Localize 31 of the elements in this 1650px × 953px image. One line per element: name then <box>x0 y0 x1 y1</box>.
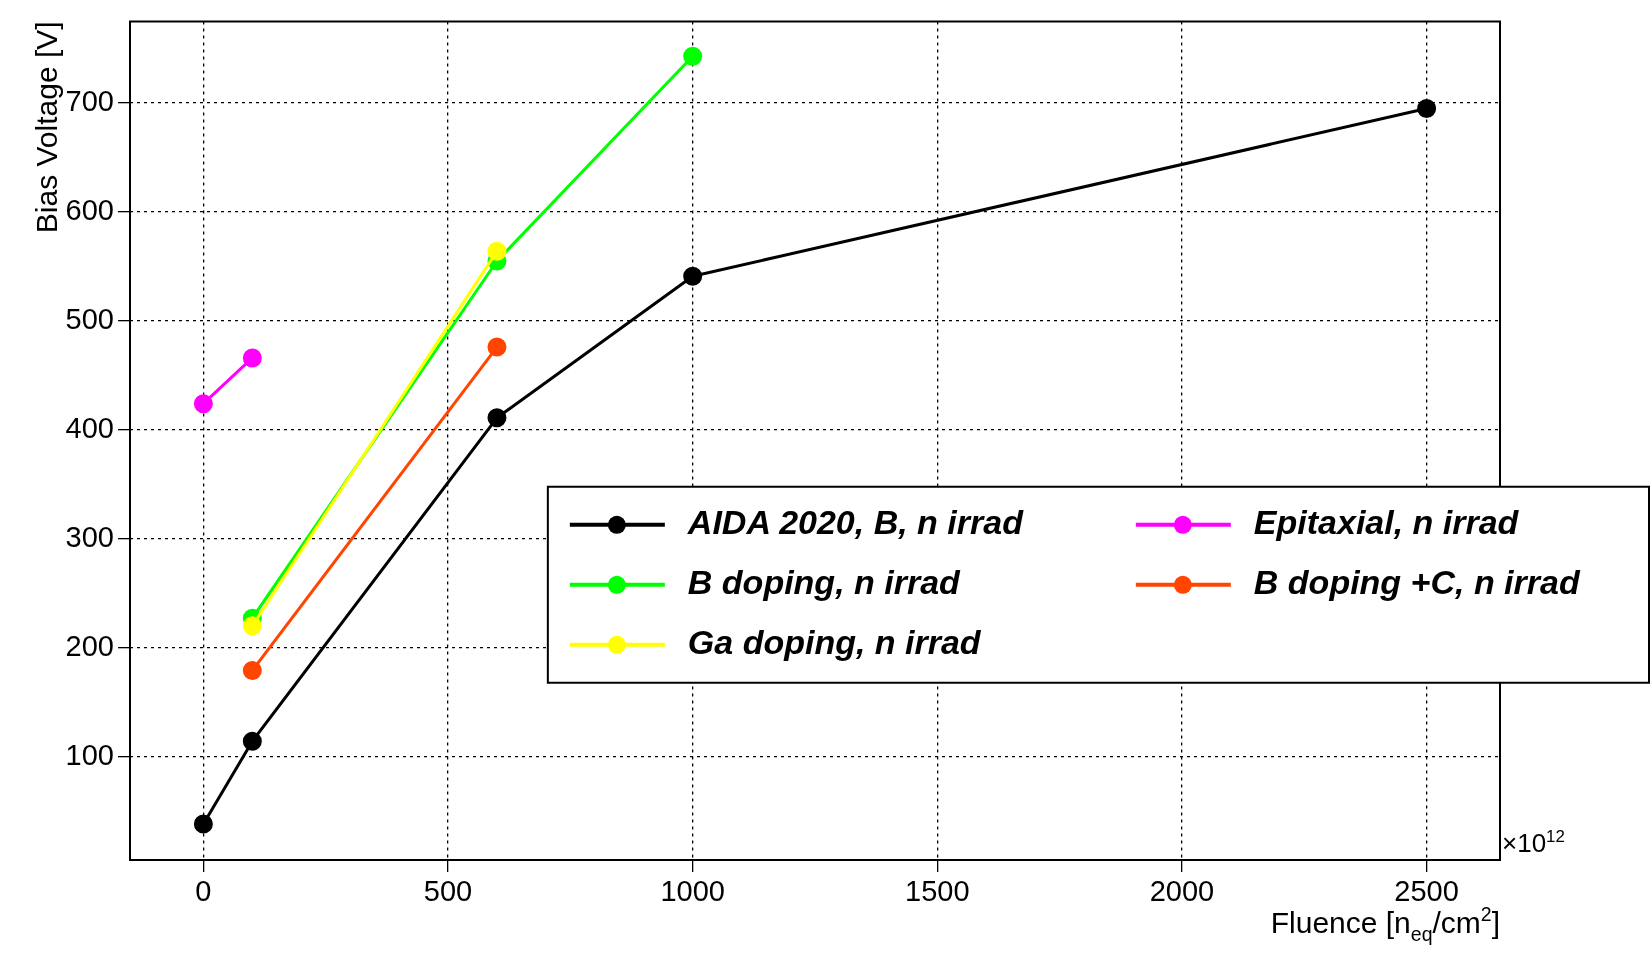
point <box>683 46 703 66</box>
point <box>487 408 507 428</box>
legend-label: Ga doping, n irrad <box>687 623 982 662</box>
x-tick-label: 0 <box>195 875 212 908</box>
point <box>487 337 507 357</box>
point <box>242 661 262 680</box>
y-axis-title: Bias Voltage [V] <box>30 21 63 234</box>
legend-label: B doping +C, n irrad <box>1253 563 1581 602</box>
point <box>1417 99 1437 119</box>
point <box>193 394 213 414</box>
y-tick-label: 500 <box>65 302 114 335</box>
point <box>242 616 262 636</box>
point <box>487 241 507 261</box>
point <box>242 348 262 368</box>
x-tick-label: 1500 <box>905 875 970 908</box>
legend-label: Epitaxial, n irrad <box>1253 503 1520 542</box>
y-tick-label: 300 <box>65 520 114 553</box>
y-tick-label: 700 <box>65 85 114 118</box>
x-tick-label: 500 <box>423 875 473 908</box>
y-tick-label: 200 <box>65 629 114 662</box>
point <box>242 731 262 751</box>
x-tick-label: 2000 <box>1149 875 1215 908</box>
point <box>683 266 703 286</box>
y-tick-label: 600 <box>65 193 114 226</box>
x-tick-label: 1000 <box>660 875 725 908</box>
legend-label: B doping, n irrad <box>687 563 962 602</box>
y-tick-label: 100 <box>65 738 114 771</box>
y-tick-label: 400 <box>65 411 114 444</box>
x-tick-label: 2500 <box>1394 875 1459 908</box>
point <box>193 814 213 834</box>
legend-label: AIDA 2020, B, n irrad <box>686 503 1025 542</box>
